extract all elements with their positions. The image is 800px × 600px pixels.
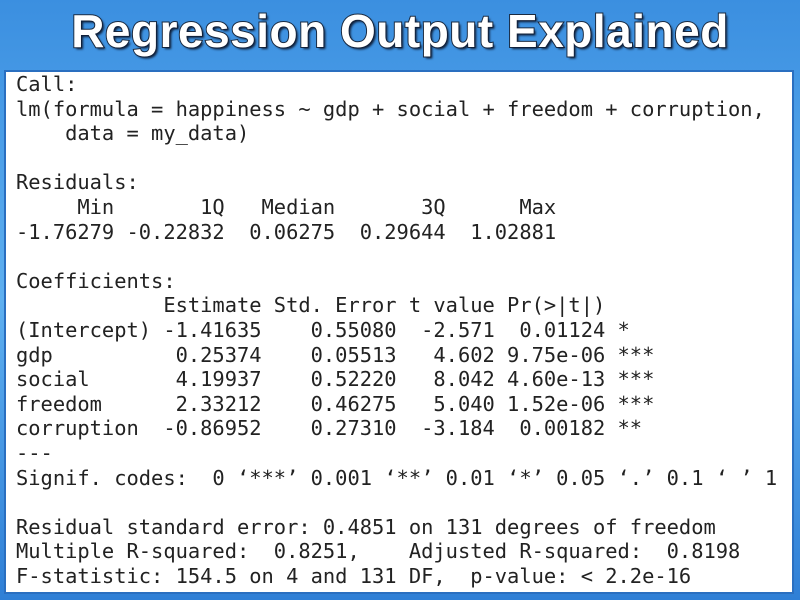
output-line: Call:	[16, 72, 78, 96]
output-block: Coefficients: Estimate Std. Error t valu…	[16, 269, 792, 490]
output-line: Coefficients:	[16, 268, 176, 293]
output-line: social 4.19937 0.52220 8.042 4.60e-13 **…	[16, 367, 655, 392]
output-line: F-statistic: 154.5 on 4 and 131 DF, p-va…	[16, 563, 692, 588]
output-line: freedom 2.33212 0.46275 5.040 1.52e-06 *…	[16, 391, 655, 416]
title: Regression Output Explained	[70, 4, 729, 58]
console-output: Call: lm(formula = happiness ~ gdp + soci…	[6, 72, 792, 588]
output-block: Residuals: Min 1Q Median 3Q Max -1.76279 …	[16, 170, 792, 244]
output-line: Min 1Q Median 3Q Max	[16, 194, 557, 219]
output-line: data = my_data)	[16, 121, 250, 146]
output-line: lm(formula = happiness ~ gdp + social + …	[16, 96, 765, 121]
output-line: Multiple R-squared: 0.8251, Adjusted R-s…	[16, 539, 741, 564]
output-line: Residual standard error: 0.4851 on 131 d…	[16, 514, 716, 539]
output-line: Estimate Std. Error t value Pr(>|t|)	[16, 293, 606, 318]
output-line: Residuals:	[16, 170, 139, 195]
output-panel: Call: lm(formula = happiness ~ gdp + soci…	[4, 70, 794, 594]
output-line: (Intercept) -1.41635 0.55080 -2.571 0.01…	[16, 317, 630, 342]
output-line: corruption -0.86952 0.27310 -3.184 0.001…	[16, 416, 643, 441]
output-line: gdp 0.25374 0.05513 4.602 9.75e-06 ***	[16, 342, 655, 367]
output-line: Signif. codes: 0 ‘***’ 0.001 ‘**’ 0.01 ‘…	[16, 465, 778, 490]
output-block: Residual standard error: 0.4851 on 131 d…	[16, 515, 792, 589]
output-block: Call: lm(formula = happiness ~ gdp + soci…	[16, 72, 792, 146]
output-line: ---	[16, 440, 53, 465]
output-line: -1.76279 -0.22832 0.06275 0.29644 1.0288…	[16, 219, 557, 244]
